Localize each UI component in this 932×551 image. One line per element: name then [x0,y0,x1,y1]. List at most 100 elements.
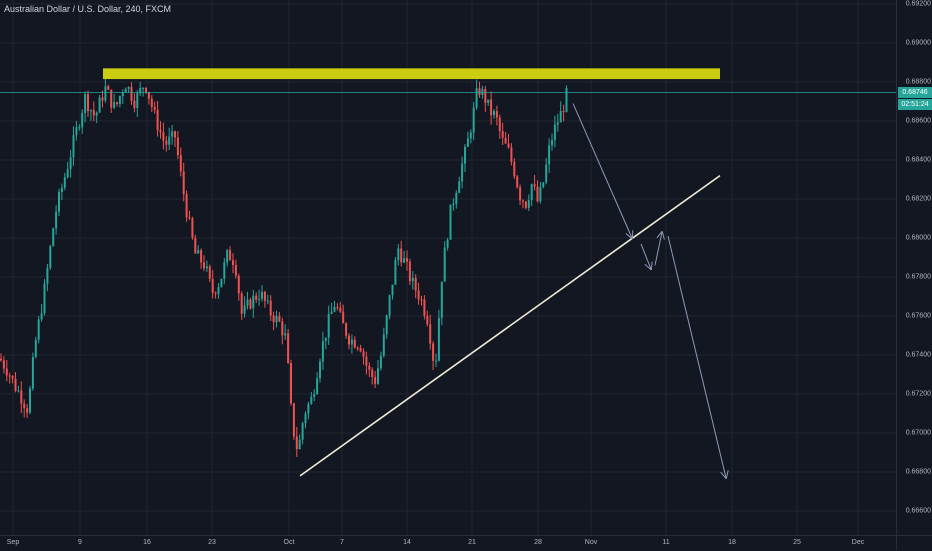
candle-up [458,181,461,193]
candle-up [298,439,301,450]
candle-up [139,87,142,94]
projection-arrow [572,103,632,238]
candle-up [37,319,40,340]
candle-down [14,378,17,391]
candle-up [330,311,333,314]
candle-down [26,408,29,413]
candle-up [472,107,475,133]
candle-down [365,356,368,366]
candle-up [545,164,548,183]
candle-up [449,204,452,240]
candle-up [301,423,304,440]
candle-down [8,375,11,377]
candle-down [510,147,513,162]
candle-up [324,337,327,342]
candle-up [121,92,124,97]
candle-down [536,186,539,202]
candle-down [229,250,232,261]
candle-down [145,87,147,93]
time-axis-label: Nov [584,539,598,546]
candle-up [411,277,414,282]
candle-down [116,102,118,104]
candle-down [336,306,339,308]
candle-down [356,347,359,349]
candle-up [527,200,530,208]
time-axis-label: 21 [468,539,476,546]
candle-up [55,211,58,229]
candle-down [249,299,252,309]
time-axis-label: 25 [793,539,801,546]
price-axis-label: 0.68200 [905,195,931,203]
candle-up [394,260,397,285]
candle-down [353,339,356,348]
candle-up [559,110,562,123]
candle-down [92,110,95,116]
candle-down [339,307,342,312]
time-axis-label: 7 [340,539,344,546]
time-axis-label: 14 [403,539,411,546]
candle-down [211,278,214,293]
price-axis[interactable]: 0.69200 0.69000 0.68800 0.68600 0.68400 0.682… [896,0,932,550]
candle-up [437,317,440,361]
candle-down [420,299,423,301]
candle-up [316,378,319,394]
time-axis-label: Dec [851,539,865,546]
candle-up [443,247,446,282]
candle-up [81,112,84,128]
candle-down [562,110,565,112]
price-axis-label: 0.69000 [905,39,931,47]
candle-up [113,102,116,108]
projection-arrow [654,232,662,266]
candle-up [333,306,336,312]
time-axis-label: Oct [283,539,295,546]
candle-up [551,140,553,146]
candle-up [466,138,469,147]
candle-up [49,246,52,268]
time-axis[interactable] [0,535,932,551]
price-axis-label: 0.66600 [905,507,931,515]
candle-up [435,360,437,362]
candle-down [162,132,165,141]
candle-up [377,368,379,384]
resistance-zone [103,68,720,80]
candle-up [469,132,472,139]
candle-down [188,217,191,219]
candle-down [516,176,519,188]
candle-down [414,277,417,291]
candle-down [203,262,205,269]
candle-up [388,295,391,316]
candle-down [501,130,504,138]
candle-down [533,184,536,187]
candle-down [0,358,2,361]
candle-down [176,137,179,156]
candle-down [2,360,5,369]
candle-up [455,192,458,204]
candle-up [493,111,495,116]
candle-up [481,88,484,95]
candle-up [319,361,321,379]
candle-up [252,295,255,309]
candle-down [11,375,14,379]
candle-up [461,163,464,182]
candle-down [5,368,8,376]
candle-up [379,355,382,369]
price-axis-label: 0.68600 [905,117,931,125]
candle-up [17,390,20,392]
candle-up [226,250,229,263]
candle-up [124,89,127,93]
candle-up [464,146,466,164]
candle-down [208,266,211,279]
candle-up [310,396,313,404]
candle-up [243,305,246,314]
candle-up [58,191,60,212]
candle-up [40,313,43,320]
candle-up [78,127,81,129]
candle-up [553,124,556,141]
candle-down [278,315,281,322]
candle-down [513,161,516,177]
candle-down [371,369,374,377]
candle-down [165,140,168,145]
candle-down [234,264,237,276]
